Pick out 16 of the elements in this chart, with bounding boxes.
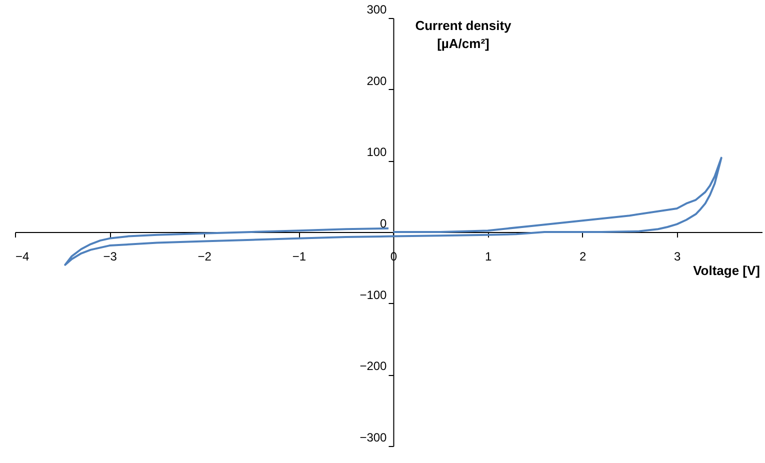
- y-tick-label: −100: [360, 288, 388, 302]
- y-tick-label: −200: [360, 359, 388, 374]
- y-tick-label: −300: [360, 430, 388, 444]
- x-tick-label: −1: [292, 250, 306, 264]
- x-tick-label: −2: [198, 250, 212, 264]
- y-axis-title: Current density [µA/cm²]: [415, 18, 512, 51]
- y-tick-label: 200: [366, 74, 388, 88]
- x-tick-label: 2: [580, 250, 586, 264]
- x-tick-label: 1: [484, 250, 492, 264]
- y-tick-label: 100: [366, 145, 388, 160]
- x-tick-label: −4: [16, 250, 30, 264]
- y-tick-label: 0: [380, 216, 388, 230]
- y-tick-label: 300: [366, 2, 388, 16]
- x-axis-title: Voltage [V]: [693, 263, 760, 278]
- x-tick-label: −3: [103, 250, 118, 264]
- x-tick-label: 3: [674, 250, 682, 264]
